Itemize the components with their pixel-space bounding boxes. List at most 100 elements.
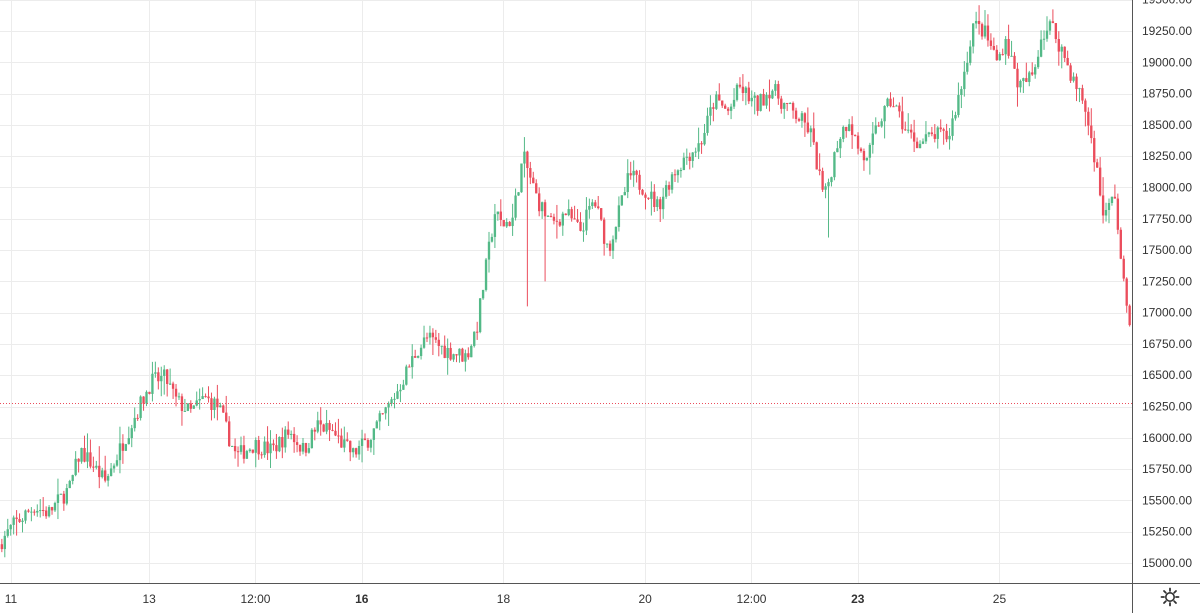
chart-settings-button[interactable] [1158, 585, 1182, 609]
candle-body [408, 366, 411, 368]
candle-body [620, 195, 624, 206]
candle-body [508, 221, 511, 227]
candle-body [349, 440, 352, 453]
candle-body [871, 133, 874, 145]
candle-body [325, 422, 328, 432]
candle-body [724, 105, 727, 109]
candle-body [712, 107, 715, 109]
candle-body [629, 173, 632, 176]
candle-body [118, 443, 122, 461]
candle-body [921, 141, 925, 144]
candle-body [974, 20, 978, 24]
candle-body [142, 396, 145, 404]
y-tick-label: 18000.00 [1142, 180, 1192, 194]
candle-body [1028, 72, 1031, 82]
candle-body [1036, 56, 1040, 68]
x-tick-label: 23 [851, 592, 865, 606]
candle-body [251, 449, 254, 453]
candle-body [195, 400, 198, 406]
candle-body [656, 199, 659, 207]
candle-body [821, 170, 824, 190]
candle-body [892, 106, 895, 108]
candle-body [582, 230, 585, 232]
candle-body [295, 442, 299, 445]
candle-body [1107, 202, 1111, 210]
candle-body [930, 132, 934, 135]
candle-body [777, 84, 780, 99]
candle-body [130, 428, 133, 439]
candle-body [1051, 21, 1055, 24]
candle-body [910, 129, 913, 133]
candle-body [1048, 21, 1052, 31]
candle-body [960, 89, 963, 96]
candle-body [543, 202, 547, 217]
candle-body [9, 524, 12, 530]
candle-body [659, 199, 662, 210]
candle-body [1057, 39, 1060, 52]
candle-body [337, 435, 340, 437]
candle-body [166, 369, 169, 384]
y-tick-label: 17500.00 [1142, 243, 1192, 257]
candle-body [1104, 209, 1108, 216]
candle-body [623, 192, 626, 196]
candle-body [1113, 196, 1117, 199]
candle-body [1054, 23, 1058, 40]
candle-body [369, 439, 373, 448]
candle-body [228, 421, 231, 447]
candle-body [225, 412, 228, 422]
candle-body [1101, 195, 1105, 216]
candle-body [797, 118, 801, 121]
y-tick-label: 17250.00 [1142, 274, 1192, 288]
candle-body [585, 209, 588, 231]
candle-body [845, 126, 848, 131]
candle-body [77, 458, 80, 462]
candle-body [313, 429, 316, 432]
candle-body [830, 177, 833, 183]
y-tick-label: 19500.00 [1142, 0, 1192, 7]
candle-body [670, 174, 674, 190]
candle-body [86, 452, 89, 462]
candle-body [171, 383, 175, 389]
candle-body [833, 152, 836, 178]
candle-body [310, 429, 314, 449]
candle-body [638, 174, 641, 190]
candle-body [145, 391, 148, 404]
x-tick-label: 12:00 [736, 592, 766, 606]
candle-body [304, 442, 308, 453]
candle-body [750, 97, 753, 102]
candle-body [381, 413, 384, 415]
candle-body [21, 520, 24, 522]
candle-body [30, 511, 33, 513]
candle-body [983, 25, 987, 37]
candle-body [201, 396, 204, 400]
candle-body [614, 226, 618, 240]
candle-body [464, 353, 467, 362]
candle-body [933, 134, 936, 139]
candle-body [44, 510, 48, 517]
candle-body [390, 399, 393, 404]
candle-body [546, 215, 550, 217]
candle-body [780, 98, 783, 109]
candle-body [877, 125, 880, 127]
candle-body [431, 332, 435, 338]
candle-body [963, 71, 966, 90]
candle-body [127, 438, 130, 445]
candle-body [573, 218, 576, 220]
candle-body [301, 442, 305, 452]
candle-body [1110, 196, 1114, 203]
candle-body [700, 143, 703, 145]
candle-body [691, 152, 694, 161]
candle-body [853, 135, 857, 137]
candle-body [124, 444, 128, 451]
candle-body [343, 439, 346, 448]
candle-body [862, 151, 866, 161]
candle-body [50, 507, 54, 511]
candle-body [269, 443, 272, 454]
candle-body [490, 236, 494, 242]
candle-body [774, 84, 777, 91]
candle-body [1001, 54, 1004, 56]
candle-body [839, 138, 842, 149]
candle-body [791, 103, 795, 111]
